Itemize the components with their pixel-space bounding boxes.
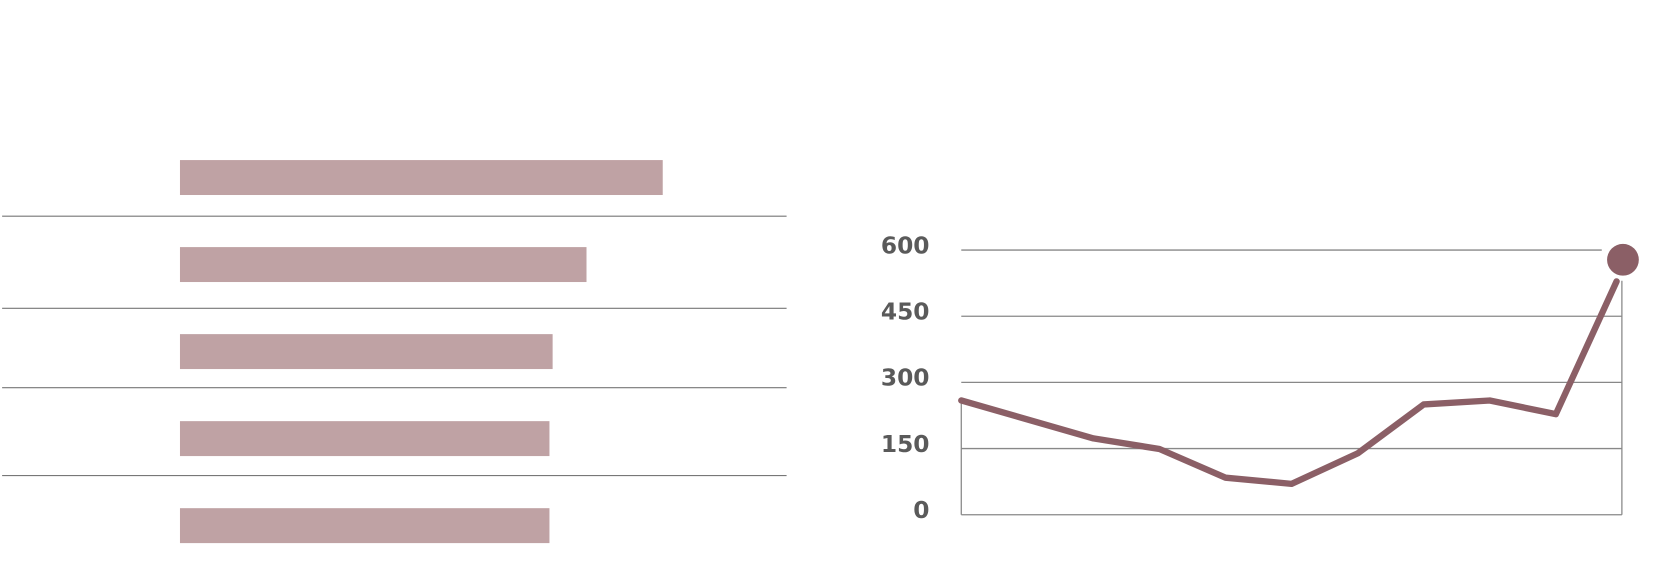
y-tick-label: 450 xyxy=(881,299,930,326)
bar xyxy=(179,247,587,283)
bar xyxy=(179,334,553,370)
y-tick-label: 300 xyxy=(881,365,930,392)
end-point xyxy=(1607,243,1639,276)
y-tick-label: 150 xyxy=(881,431,930,458)
y-tick-label: 0 xyxy=(913,497,929,524)
y-tick-label: 600 xyxy=(881,232,930,259)
line-series xyxy=(958,278,1620,488)
bar xyxy=(179,160,663,196)
bar xyxy=(179,508,550,544)
bar xyxy=(179,421,550,457)
